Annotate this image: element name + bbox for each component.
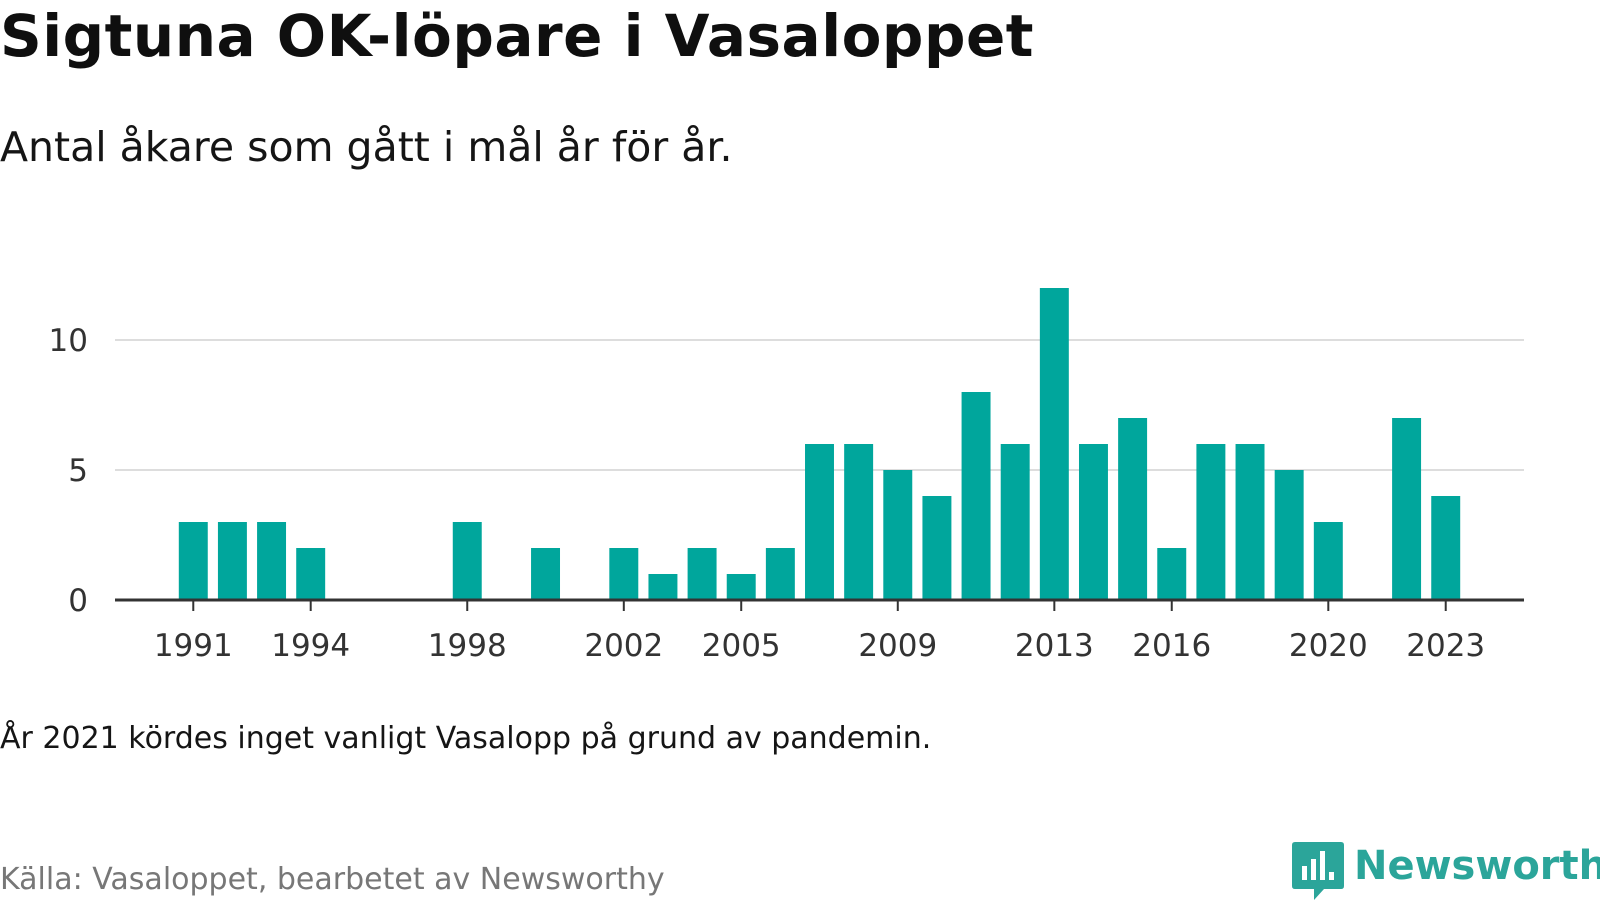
bar-2019 bbox=[1274, 470, 1304, 600]
bar-2020 bbox=[1313, 522, 1343, 600]
chart-title: Sigtuna OK-löpare i Vasaloppet bbox=[0, 2, 1035, 70]
bar-2009 bbox=[883, 470, 913, 600]
bar-1991 bbox=[178, 522, 208, 600]
x-tick-label: 2023 bbox=[1406, 628, 1485, 664]
bar-1994 bbox=[296, 548, 326, 600]
brand-name: Newsworthy bbox=[1354, 843, 1600, 889]
newsworthy-logo: Newsworthy bbox=[1292, 842, 1600, 900]
bar-2013 bbox=[1039, 288, 1069, 600]
newsworthy-chart-logo-icon bbox=[1292, 842, 1344, 900]
bar-1998 bbox=[452, 522, 482, 600]
bar-chart: 0 5 10 1991 1994 1998 2002 2005 2009 2013 2016 202… bbox=[49, 288, 1524, 664]
y-tick-label: 0 bbox=[68, 583, 88, 619]
x-tick-label: 2013 bbox=[1015, 628, 1094, 664]
x-tick-label: 2002 bbox=[584, 628, 663, 664]
x-tick-label: 2005 bbox=[702, 628, 781, 664]
x-tick-label: 2016 bbox=[1132, 628, 1211, 664]
bar-2010 bbox=[922, 496, 952, 600]
bar-2005 bbox=[726, 574, 756, 600]
bars bbox=[178, 288, 1461, 600]
bar-2017 bbox=[1196, 444, 1226, 600]
bar-2015 bbox=[1118, 418, 1148, 600]
y-tick-labels: 0 5 10 bbox=[49, 323, 88, 619]
bar-2008 bbox=[844, 444, 874, 600]
bar-2000 bbox=[531, 548, 561, 600]
bar-2007 bbox=[805, 444, 834, 600]
bar-2012 bbox=[1000, 444, 1030, 600]
x-tick-label: 1991 bbox=[154, 628, 233, 664]
x-tick-label: 2020 bbox=[1289, 628, 1368, 664]
bar-1993 bbox=[257, 522, 287, 600]
x-tick-label: 1998 bbox=[428, 628, 507, 664]
bar-2003 bbox=[648, 574, 678, 600]
y-tick-label: 10 bbox=[49, 323, 88, 359]
bar-2018 bbox=[1235, 444, 1265, 600]
bar-2022 bbox=[1392, 418, 1422, 600]
x-axis bbox=[115, 598, 1524, 611]
bar-2006 bbox=[765, 548, 795, 600]
source-credit: Källa: Vasaloppet, bearbetet av Newswort… bbox=[0, 862, 665, 897]
y-tick-label: 5 bbox=[68, 453, 88, 489]
x-tick-labels: 1991 1994 1998 2002 2005 2009 2013 2016 2020 2023 bbox=[154, 628, 1485, 664]
bar-2016 bbox=[1157, 548, 1187, 600]
bar-1992 bbox=[217, 522, 247, 600]
bar-2011 bbox=[961, 392, 991, 600]
bar-2014 bbox=[1078, 444, 1108, 600]
chart-subtitle: Antal åkare som gått i mål år för år. bbox=[0, 123, 733, 171]
x-tick-label: 1994 bbox=[271, 628, 350, 664]
x-tick-label: 2009 bbox=[858, 628, 937, 664]
bar-2004 bbox=[687, 548, 717, 600]
bar-2002 bbox=[609, 548, 639, 600]
bar-2023 bbox=[1431, 496, 1461, 600]
chart-note: År 2021 kördes inget vanligt Vasalopp på… bbox=[0, 721, 932, 756]
